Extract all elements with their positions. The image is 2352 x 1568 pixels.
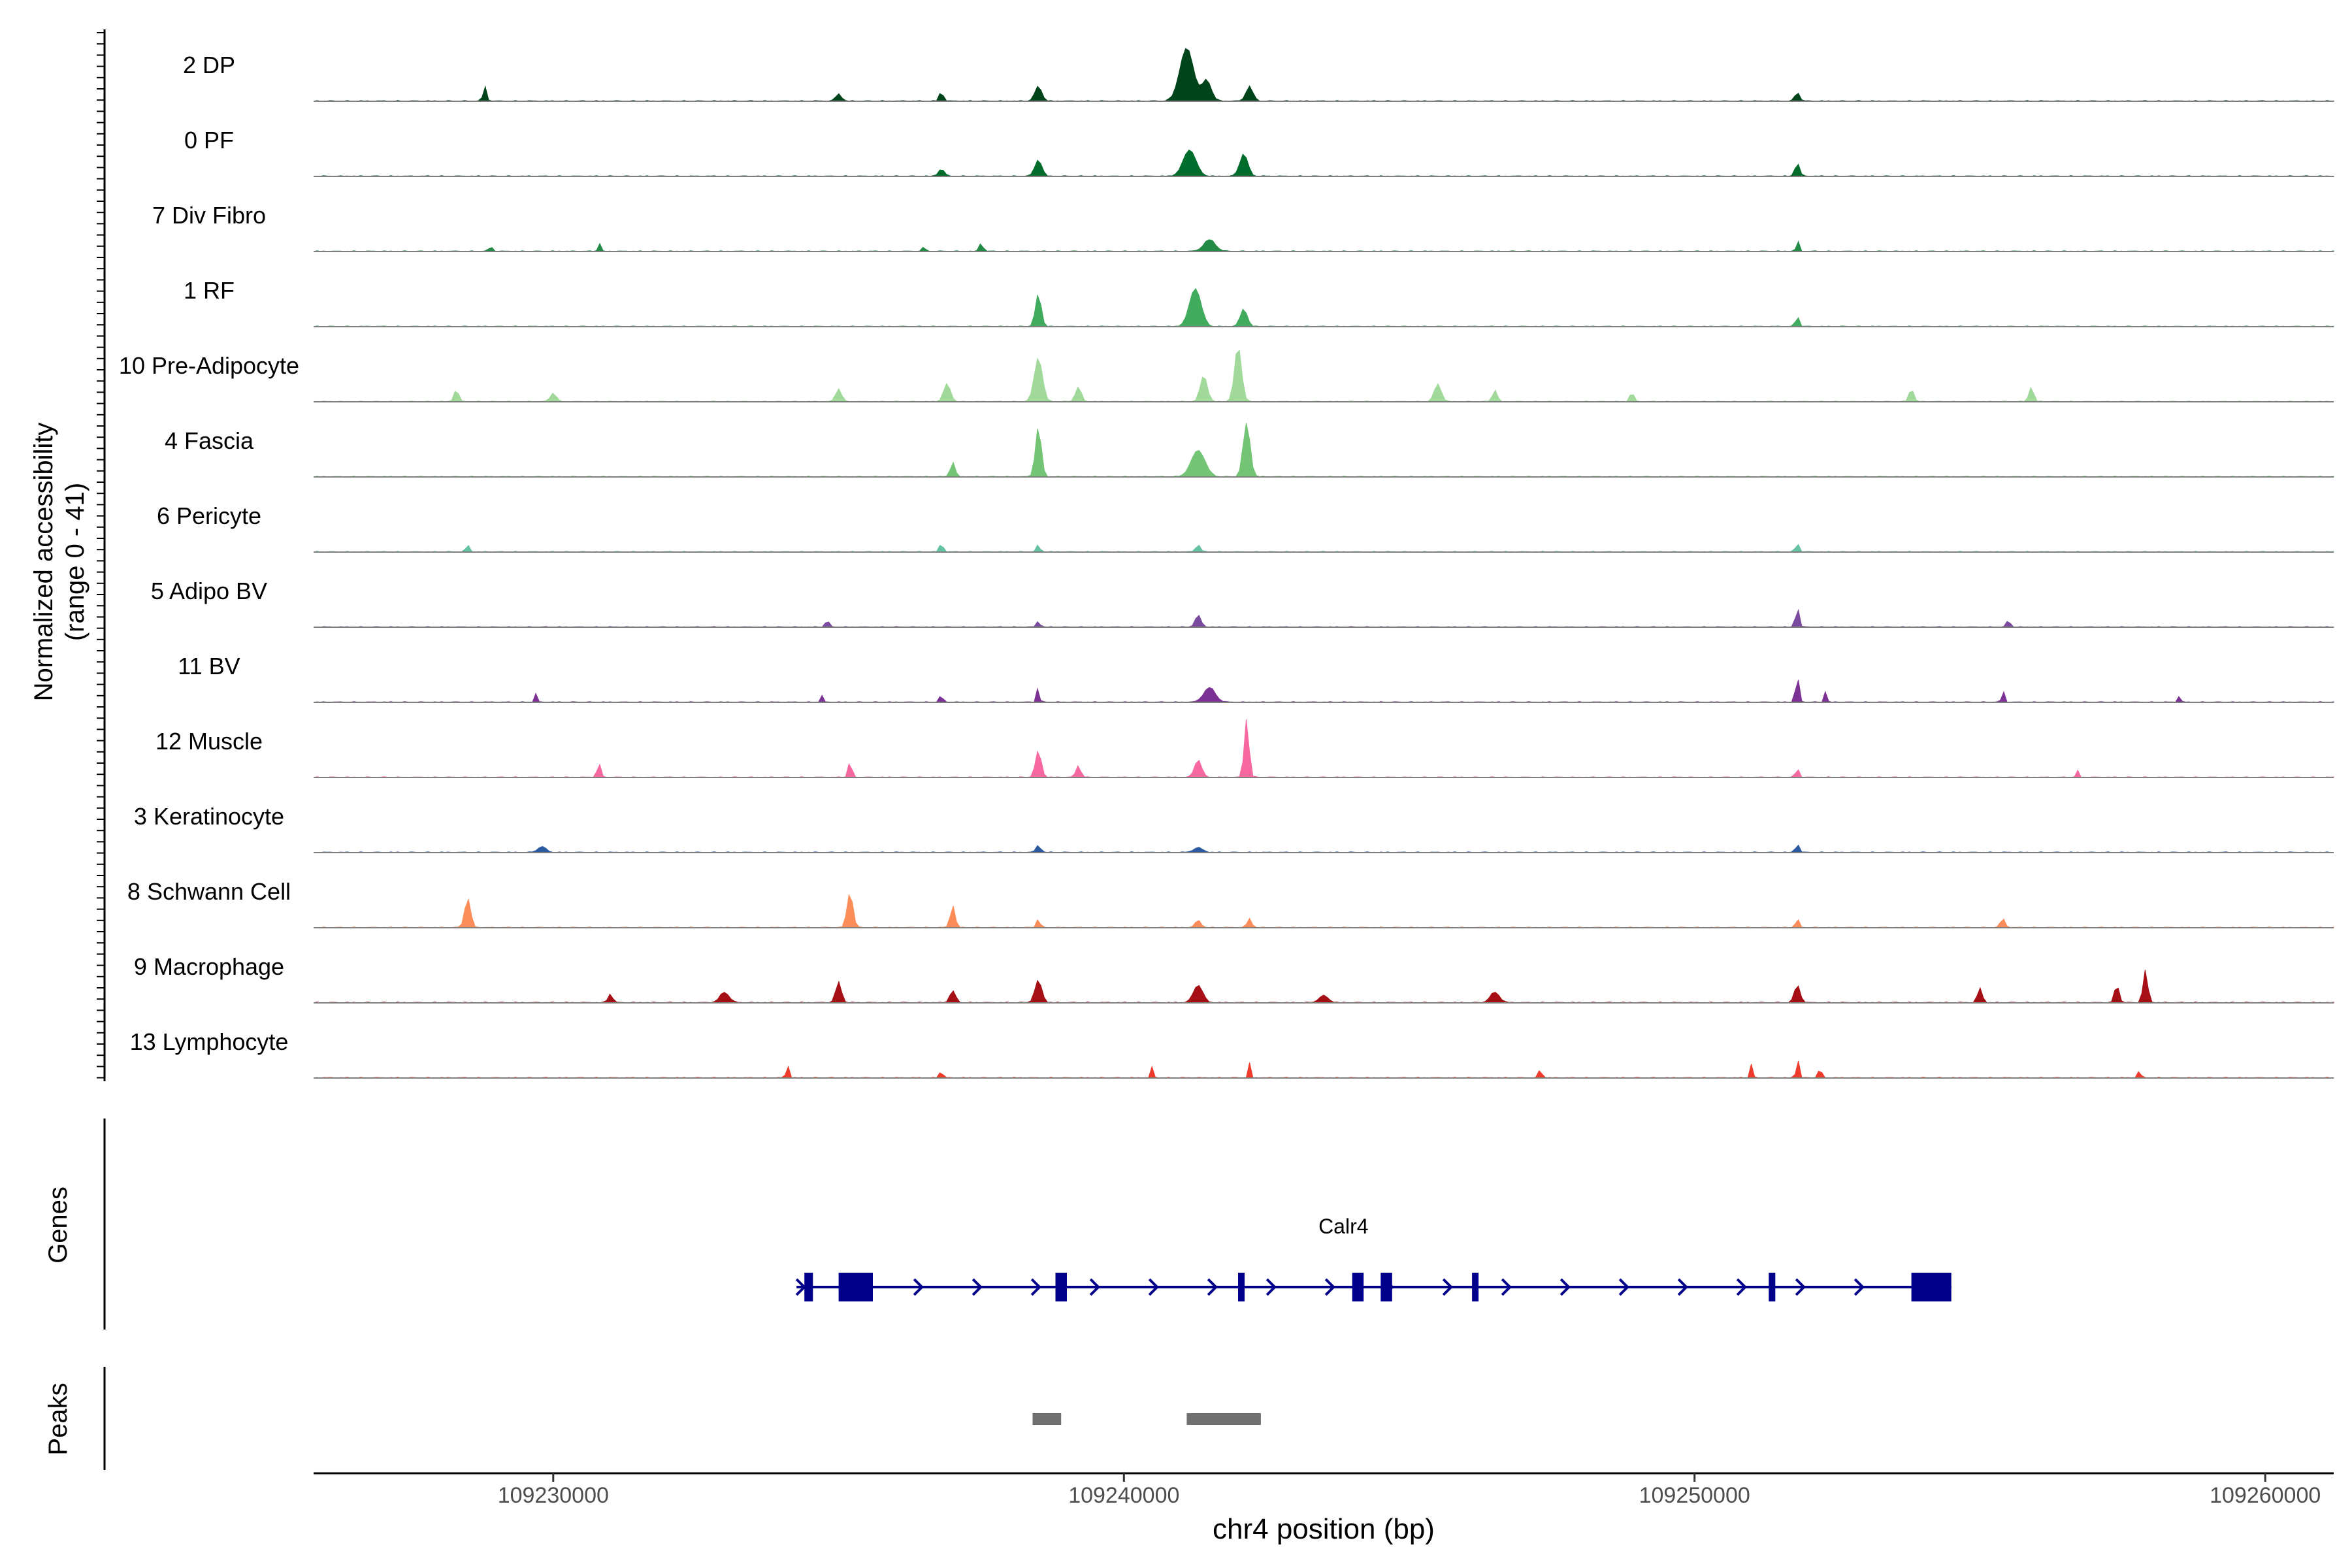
- strand-arrow: [1736, 1278, 1747, 1296]
- strand-arrow: [1324, 1278, 1335, 1296]
- track-label: 11 BV: [178, 653, 240, 679]
- strand-arrow: [913, 1278, 924, 1296]
- track-label: 2 DP: [183, 52, 235, 78]
- coverage-panel: 2 DP 0 PF 7 Div Fibro 1 RF 10 Pre-Adipocyte 4…: [29, 29, 2334, 1081]
- strand-arrow: [1207, 1278, 1218, 1296]
- coverage-track: 6 Pericyte: [157, 502, 2334, 553]
- x-tick-label: 109240000: [1068, 1483, 1179, 1508]
- genes-panel-label: Genes: [44, 1186, 73, 1264]
- gene-models: Calr4: [795, 1215, 1952, 1301]
- coverage-track: 3 Keratinocyte: [134, 803, 2334, 853]
- peak-region: [1186, 1413, 1261, 1425]
- strand-arrow: [1501, 1278, 1512, 1296]
- coverage-track: 2 DP: [183, 48, 2334, 102]
- track-label: 9 Macrophage: [134, 953, 284, 980]
- coverage-track: 12 Muscle: [155, 719, 2334, 778]
- track-label: 13 Lymphocyte: [130, 1028, 289, 1055]
- track-label: 5 Adipo BV: [151, 578, 267, 604]
- coverage-track: 8 Schwann Cell: [127, 878, 2334, 928]
- strand-arrow: [1030, 1278, 1041, 1296]
- gene-exon: [1769, 1273, 1776, 1301]
- coverage-track: 1 RF: [184, 277, 2334, 327]
- track-label: 7 Div Fibro: [152, 202, 266, 229]
- coverage-y-axis-ticks: [97, 32, 105, 1079]
- coverage-track: 5 Adipo BV: [151, 578, 2334, 628]
- strand-arrow: [1148, 1278, 1159, 1296]
- strand-arrow: [1266, 1278, 1277, 1296]
- gene-exon: [1352, 1273, 1364, 1301]
- strand-arrow: [1618, 1278, 1629, 1296]
- coverage-track: 9 Macrophage: [134, 953, 2334, 1004]
- gene-model: Calr4: [795, 1215, 1952, 1301]
- x-tick-label: 109230000: [498, 1483, 609, 1508]
- gene-exon: [1055, 1273, 1067, 1301]
- coverage-track: 0 PF: [184, 127, 2334, 177]
- track-label: 1 RF: [184, 277, 235, 304]
- coverage-track: 7 Div Fibro: [152, 202, 2334, 252]
- track-label: 4 Fascia: [165, 427, 254, 454]
- track-label: 0 PF: [184, 127, 234, 154]
- y-axis-label-line1: Normalized accessibility: [29, 423, 58, 702]
- coverage-track: 11 BV: [178, 653, 2334, 703]
- gene-exon: [1911, 1273, 1952, 1301]
- coverage-track: 4 Fascia: [165, 423, 2334, 478]
- x-axis-label: chr4 position (bp): [1213, 1513, 1435, 1545]
- peak-region: [1032, 1413, 1062, 1425]
- peaks-panel: Peaks: [44, 1367, 1261, 1470]
- coverage-track: 13 Lymphocyte: [130, 1028, 2334, 1079]
- track-label: 3 Keratinocyte: [134, 803, 284, 830]
- strand-arrow: [1854, 1278, 1865, 1296]
- track-label: 8 Schwann Cell: [127, 878, 291, 905]
- strand-arrow: [972, 1278, 983, 1296]
- gene-exon: [1472, 1273, 1479, 1301]
- gene-exon: [838, 1273, 873, 1301]
- gene-exon: [804, 1273, 813, 1301]
- coverage-track: 10 Pre-Adipocyte: [119, 350, 2334, 402]
- strand-arrow: [1795, 1278, 1806, 1296]
- y-axis-label-line2: (range 0 - 41): [61, 483, 90, 641]
- strand-arrow: [1560, 1278, 1571, 1296]
- coverage-tracks: 2 DP 0 PF 7 Div Fibro 1 RF 10 Pre-Adipocyte 4…: [119, 48, 2334, 1079]
- genes-panel: Genes Calr4: [44, 1119, 1952, 1330]
- x-axis: 109230000 109240000 109250000 109260000 chr…: [314, 1472, 2334, 1545]
- gene-name-label: Calr4: [1318, 1215, 1368, 1238]
- gene-exon: [1238, 1273, 1245, 1301]
- strand-arrow: [1442, 1278, 1453, 1296]
- track-label: 6 Pericyte: [157, 502, 261, 529]
- strand-arrow: [795, 1278, 806, 1296]
- track-label: 12 Muscle: [155, 728, 263, 755]
- strand-arrow: [1089, 1278, 1100, 1296]
- x-tick-label: 109260000: [2210, 1483, 2321, 1508]
- x-tick-label: 109250000: [1639, 1483, 1750, 1508]
- track-label: 10 Pre-Adipocyte: [119, 352, 299, 379]
- x-axis-ticks: 109230000 109240000 109250000 109260000: [498, 1473, 2321, 1508]
- peaks-panel-label: Peaks: [44, 1382, 73, 1455]
- gene-exon: [1380, 1273, 1392, 1301]
- peak-regions: [1032, 1413, 1261, 1425]
- strand-arrow: [1677, 1278, 1688, 1296]
